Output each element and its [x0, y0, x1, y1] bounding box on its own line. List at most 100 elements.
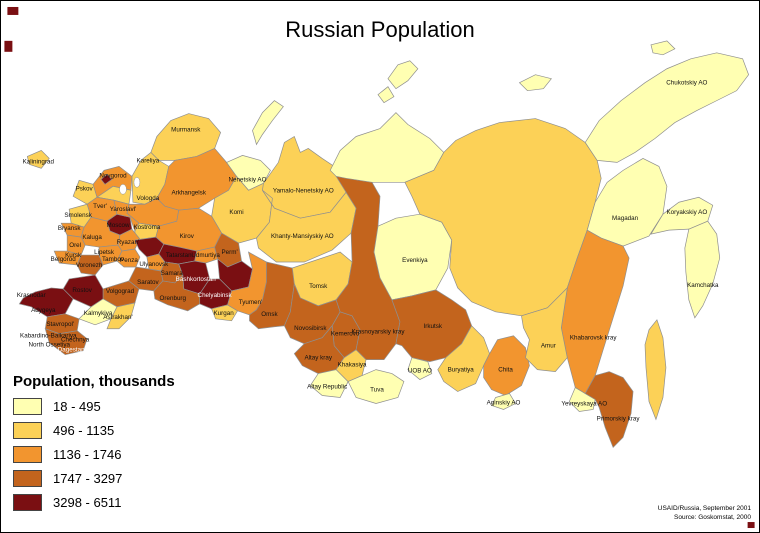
region-penza [116, 248, 141, 268]
region-label: Penza [120, 257, 138, 264]
region-label: Vologda [137, 195, 160, 202]
region-label: Altay Republic [307, 384, 347, 391]
region-label: Kaliningrad [23, 158, 55, 165]
region-orel-kursk [66, 234, 86, 256]
region-label: Chukotskiy AO [666, 80, 707, 87]
legend-swatch-class2 [13, 422, 42, 439]
legend-swatch-class3 [13, 446, 42, 463]
region-label: Moscow [106, 222, 129, 229]
region-label: Kalmykiya [84, 310, 113, 317]
region-label: Bashkortostan [176, 276, 217, 283]
region-label: Koryakskiy AO [666, 209, 707, 216]
region-label: Kirov [180, 233, 195, 240]
region-labels: Kaliningrad Murmansk Kareliya Pskov Novgorod… [17, 80, 719, 423]
legend-label-class3: 1136 - 1746 [53, 447, 122, 462]
region-label: Orel [69, 242, 81, 249]
source-line1: USAID/Russia, September 2001 [657, 504, 751, 512]
region-wrangel-island [650, 40, 676, 56]
region-kaliningrad [26, 150, 50, 169]
region-aginskiy-ao [491, 393, 516, 410]
region-label: Buryatiya [448, 367, 475, 374]
region-kamchatka [684, 220, 721, 319]
region-label: Volgograd [106, 288, 135, 295]
region-label: Astrakhan' [103, 314, 132, 321]
region-udmurtiya [194, 246, 219, 264]
legend-swatch-class1 [13, 398, 42, 415]
region-label: Kemerovo [331, 331, 360, 338]
region-label: UOB AO [408, 368, 432, 375]
source-note: USAID/Russia, September 2001 Source: Gos… [658, 504, 751, 522]
region-label: Omsk [261, 311, 278, 318]
region-label: Novosibirsk [294, 325, 327, 332]
region-label: Kurgan [213, 310, 234, 317]
region-taymyr [329, 112, 445, 183]
region-label: Tomsk [309, 283, 328, 290]
region-label: Tver' [93, 203, 107, 210]
region-tuva [347, 369, 405, 404]
region-label: Nenetskiy AO [229, 176, 267, 183]
region-label: Tuva [370, 387, 384, 394]
region-label: Chelyabinsk [198, 292, 233, 299]
region-label: Lipetsk [94, 249, 115, 256]
region-label: Perm' [221, 249, 237, 256]
legend-label-class2: 496 - 1135 [53, 423, 115, 438]
region-yamalo-nenetskiy-ao [262, 135, 347, 219]
region-label: Kamchatka [687, 282, 719, 289]
page-title: Russian Population [285, 17, 475, 42]
region-label: Yamalo-Nenetskiy AO [273, 187, 334, 194]
region-label: Khabarovsk kray [570, 335, 618, 342]
region-dagestan-caucasus [44, 328, 88, 356]
region-label: Murmansk [171, 127, 201, 134]
region-label: Bryansk [58, 225, 82, 232]
lake-onega [133, 177, 141, 188]
region-label: Smolensk [64, 212, 92, 219]
region-evenkiya [373, 213, 453, 301]
map-mark [747, 522, 755, 529]
region-kurgan [211, 304, 239, 322]
legend-row: 3298 - 6511 [13, 494, 175, 511]
region-label: Chechnya [61, 337, 90, 344]
legend-row: 18 - 495 [13, 398, 175, 415]
region-label: Kabardino-Balkariya [20, 333, 77, 340]
lake-ladoga [119, 184, 127, 195]
region-label: North Ossetiya [29, 342, 71, 349]
region-label: Saratov [137, 279, 159, 286]
map-mark [4, 40, 13, 52]
region-label: Stavropol' [46, 321, 74, 328]
region-st-petersburg [100, 173, 113, 185]
region-label: Krasnodar [17, 292, 46, 299]
region-label: Dagestan [58, 347, 85, 354]
region-label: Krasnoyarskiy kray [352, 329, 406, 336]
region-label: Pskov [76, 185, 94, 192]
region-label: Evenkiya [402, 257, 428, 264]
legend-row: 1747 - 3297 [13, 470, 175, 487]
region-label: Rostov [72, 287, 92, 294]
region-novaya-zemlya [252, 100, 284, 146]
region-label: Adygeya [31, 307, 56, 314]
legend-label-class1: 18 - 495 [53, 399, 101, 414]
region-label: Arkhangelsk [171, 189, 206, 196]
region-label: Tyumen' [239, 299, 262, 306]
region-label: Belgorod [51, 256, 77, 263]
region-orenburg [153, 274, 201, 312]
region-chukotskiy-ao [584, 52, 750, 163]
region-label: Ryazan' [117, 239, 139, 246]
region-amur [521, 286, 568, 372]
region-label: Khanty-Mansiyskiy AO [271, 233, 334, 240]
region-label: Yevreyskaya AO [561, 400, 607, 407]
region-label: Novgorod [99, 172, 127, 179]
region-severnaya-zemlya-south [377, 86, 395, 104]
legend-label-class5: 3298 - 6511 [53, 495, 122, 510]
region-label: Irkutsk [424, 323, 443, 330]
region-label: Samara [161, 270, 183, 277]
region-label: Ulyanovsk [139, 261, 169, 268]
region-label: Primorskiy kray [597, 415, 641, 422]
region-label: Khakasiya [338, 362, 367, 369]
region-severnaya-zemlya [387, 60, 419, 90]
region-label: Chita [498, 367, 513, 374]
region-label: Voronezh [76, 262, 103, 269]
map-mark [7, 6, 19, 15]
region-label: Udmurtiya [191, 252, 220, 259]
